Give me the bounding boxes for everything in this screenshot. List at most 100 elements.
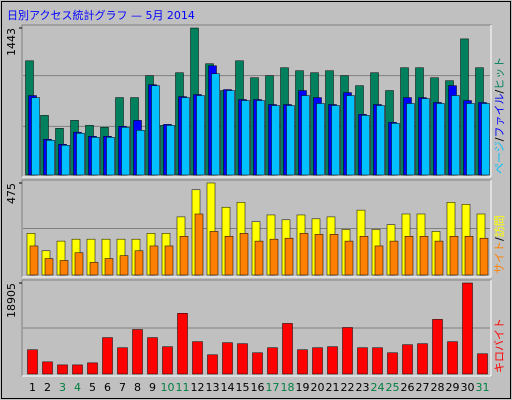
legend: キロバイト — [493, 318, 506, 373]
bar — [389, 240, 399, 276]
bar — [479, 237, 489, 276]
bar — [434, 240, 444, 276]
bar — [31, 97, 40, 176]
x-tick-label: 3 — [59, 381, 66, 394]
x-tick-label: 28 — [431, 381, 445, 394]
bar — [286, 105, 295, 176]
x-tick-label: 10 — [161, 381, 175, 394]
bar — [179, 236, 189, 276]
bar — [57, 364, 68, 375]
x-tick-label: 17 — [266, 381, 280, 394]
bar — [102, 337, 113, 375]
x-tick-label: 14 — [221, 381, 235, 394]
bar — [481, 103, 490, 176]
bar — [207, 354, 218, 375]
legend-entry: ページ — [493, 141, 506, 174]
x-tick-label: 23 — [356, 381, 370, 394]
bar — [451, 95, 460, 176]
bar — [87, 362, 98, 375]
x-tick-label: 21 — [326, 381, 340, 394]
bar — [241, 100, 250, 176]
x-tick-label: 31 — [476, 381, 490, 394]
legend: サイト/訪問 — [492, 215, 506, 274]
bar — [314, 234, 324, 276]
x-tick-label: 19 — [296, 381, 310, 394]
legend-entry: サイト — [493, 241, 506, 274]
bar — [477, 353, 488, 375]
legend-entry: キロバイト — [493, 318, 506, 373]
bar — [237, 343, 248, 375]
bar — [147, 337, 158, 375]
bar — [117, 347, 128, 375]
x-tick-label: 18 — [281, 381, 295, 394]
bar — [316, 103, 325, 176]
bar — [119, 255, 129, 276]
bar — [91, 137, 100, 176]
x-tick-label: 12 — [191, 381, 205, 394]
x-tick-label: 6 — [104, 381, 111, 394]
x-tick-label: 25 — [386, 381, 400, 394]
x-tick-label: 8 — [134, 381, 141, 394]
bar — [46, 140, 55, 176]
y-tick-label: 18905 — [5, 283, 18, 318]
y-tick-label: 475 — [5, 183, 18, 204]
x-tick-label: 1 — [29, 381, 36, 394]
x-tick-label: 5 — [89, 381, 96, 394]
bar — [374, 245, 384, 276]
bar — [192, 341, 203, 375]
x-tick-label: 9 — [149, 381, 156, 394]
bar — [42, 361, 53, 375]
legend-entry: ファイル — [493, 94, 506, 138]
bar — [346, 95, 355, 176]
bar — [387, 352, 398, 375]
bar — [327, 346, 338, 375]
bar — [222, 342, 233, 375]
legend-separator: / — [493, 237, 506, 241]
bar — [271, 105, 280, 176]
bar — [132, 329, 143, 375]
legend-entry: 訪問 — [492, 215, 506, 237]
bar — [61, 145, 70, 176]
legend-separator: / — [493, 137, 506, 141]
x-tick-label: 16 — [251, 381, 265, 394]
x-tick-label: 26 — [401, 381, 415, 394]
x-tick-label: 29 — [446, 381, 460, 394]
bar — [181, 97, 190, 176]
bar — [27, 349, 38, 375]
bar — [462, 282, 473, 375]
bar — [224, 236, 234, 276]
bar — [297, 349, 308, 375]
bar — [331, 105, 340, 176]
bar — [284, 237, 294, 276]
x-tick-label: 15 — [236, 381, 250, 394]
bar — [226, 90, 235, 176]
bar — [252, 352, 263, 375]
bar — [74, 252, 84, 276]
bar — [136, 130, 145, 176]
bar — [372, 347, 383, 375]
bar — [447, 341, 458, 375]
y-tick-label: 1443 — [5, 28, 18, 56]
chart-title: 日別アクセス統計グラフ — 5月 2014 — [7, 8, 195, 22]
legend: ページ/ファイル/ヒット — [493, 57, 506, 174]
bar — [421, 98, 430, 176]
x-tick-label: 13 — [206, 381, 220, 394]
bar — [239, 233, 249, 276]
bar — [72, 364, 83, 375]
bar — [106, 137, 115, 176]
bar — [464, 236, 474, 276]
x-tick-label: 4 — [74, 381, 81, 394]
bar — [121, 127, 130, 176]
x-tick-label: 7 — [119, 381, 126, 394]
bar — [344, 240, 354, 276]
x-tick-label: 30 — [461, 381, 475, 394]
bar — [164, 245, 174, 276]
bar — [299, 233, 309, 276]
bar — [342, 327, 353, 375]
bar — [254, 240, 264, 276]
bar — [166, 125, 175, 176]
bar — [376, 105, 385, 176]
bar — [59, 260, 69, 276]
